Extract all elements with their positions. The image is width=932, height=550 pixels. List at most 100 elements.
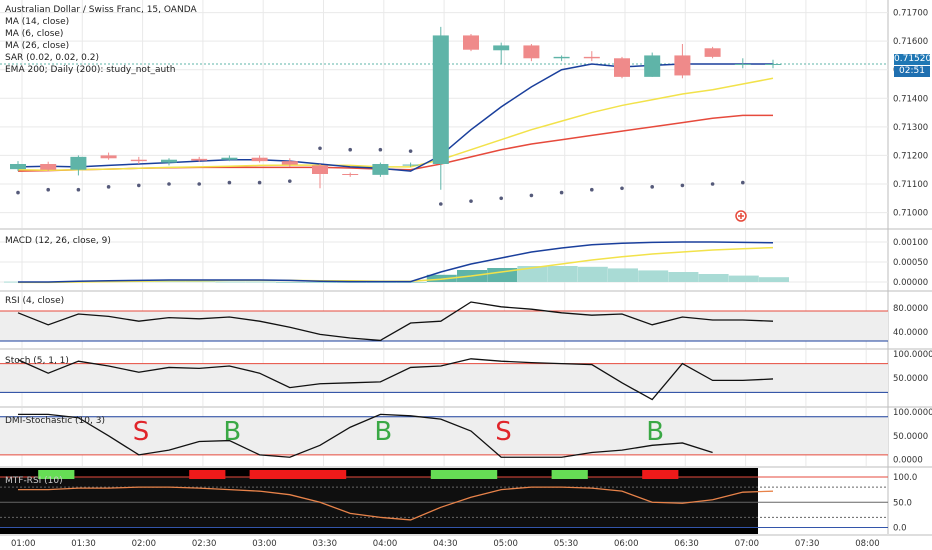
sar-dot — [197, 182, 201, 186]
sar-dot — [710, 182, 715, 186]
time-axis-label: 02:00 — [132, 539, 157, 549]
macd-histogram-bar — [185, 281, 216, 283]
time-axis-label: 03:00 — [252, 539, 277, 549]
mtf-signal-bar — [642, 470, 679, 479]
macd-histogram-bar — [155, 281, 185, 283]
mtf-signal-bar — [551, 470, 588, 479]
sar-dot — [529, 193, 534, 198]
oscillator-axis-label: 0.0000 — [893, 456, 923, 466]
oscillator-axis-label: 50.0000 — [893, 374, 928, 384]
chart-title: Australian Dollar / Swiss Franc, 15, OAN… — [5, 5, 197, 15]
sar-dot — [257, 180, 262, 185]
stoch-pane-title[interactable]: Stoch (5, 1, 1) — [5, 356, 69, 366]
candle-body — [523, 45, 540, 59]
sar-dot — [227, 180, 232, 185]
legend-sar[interactable]: SAR (0.02, 0.02, 0.2) — [5, 53, 100, 63]
oscillator-axis-label: 100.0000 — [893, 350, 932, 360]
sar-dot — [408, 149, 413, 153]
oscillator-axis-label: 80.0000 — [893, 304, 928, 314]
candle-body — [614, 58, 630, 77]
price-axis-label: 0.71400 — [893, 94, 928, 104]
dmi-signal-buy: B — [223, 417, 241, 447]
macd-histogram-bar — [638, 270, 669, 282]
sar-dot — [741, 180, 745, 185]
sar-dot — [650, 185, 654, 189]
macd-histogram-bar — [366, 282, 397, 283]
time-axis-label: 05:00 — [493, 539, 518, 549]
time-axis-label: 06:00 — [614, 539, 639, 549]
macd-axis-label: 0.00050 — [893, 258, 928, 268]
candle-body — [10, 164, 26, 170]
sar-dot — [590, 187, 594, 192]
candle-body — [674, 55, 691, 76]
candle-body — [312, 165, 328, 174]
time-axis-label: 04:00 — [373, 539, 398, 549]
oscillator-band-fill — [0, 311, 888, 341]
dmi-signal-buy: B — [646, 417, 664, 447]
mtf-signal-bar — [430, 470, 498, 479]
legend-ma-14[interactable]: MA (14, close) — [5, 17, 70, 27]
mtf-signal-bar — [189, 470, 226, 479]
legend-ma-26[interactable]: MA (26, close) — [5, 41, 70, 51]
macd-axis-label: 0.00000 — [893, 278, 928, 288]
candle-body — [40, 164, 57, 170]
candle-body — [281, 161, 298, 165]
macd-histogram-bar — [759, 277, 789, 282]
macd-histogram-bar — [336, 282, 367, 283]
candle-body — [221, 157, 238, 160]
dmi-pane-title[interactable]: DMI-Stochastic (10, 3) — [5, 416, 105, 426]
candle-body — [734, 64, 751, 65]
sar-dot — [620, 186, 624, 191]
oscillator-axis-label: 40.0000 — [893, 328, 928, 338]
macd-histogram-bar — [275, 282, 306, 283]
price-axis-label: 0.71100 — [893, 180, 928, 190]
price-axis-label: 0.71000 — [893, 209, 928, 219]
sar-dot — [288, 179, 292, 183]
macd-histogram-bar — [306, 282, 336, 283]
legend-ema-200[interactable]: EMA 200; Daily (200): study_not_auth — [5, 65, 176, 75]
price-axis-label: 0.71700 — [893, 9, 928, 19]
macd-histogram-bar — [245, 281, 276, 283]
macd-line — [18, 241, 774, 283]
sar-dot — [16, 190, 20, 195]
sar-dot — [348, 147, 353, 152]
oscillator-line — [17, 358, 774, 401]
oscillator-line — [17, 301, 774, 342]
mtf-signal-bar — [38, 470, 75, 479]
candle-body — [704, 48, 721, 57]
macd-histogram-bar — [517, 266, 548, 282]
candle-body — [191, 158, 208, 161]
rsi-pane-title[interactable]: RSI (4, close) — [5, 296, 65, 306]
macd-histogram-bar — [215, 281, 246, 283]
macd-histogram-bar — [728, 275, 759, 282]
sar-dot — [680, 183, 685, 188]
sar-dot — [76, 187, 81, 192]
candle-body — [432, 35, 449, 164]
candle-body — [583, 56, 600, 59]
sar-dot — [46, 187, 50, 192]
sar-dot — [559, 190, 564, 195]
macd-pane-title[interactable]: MACD (12, 26, close, 9) — [5, 236, 111, 246]
current-price-tag: 0.71520 — [894, 54, 932, 65]
time-axis-label: 08:00 — [855, 539, 880, 549]
mtf-signal-bar — [249, 470, 347, 479]
candle-body — [463, 35, 479, 50]
macd-histogram-bar — [698, 274, 729, 282]
macd-histogram-bar — [608, 268, 638, 282]
macd-histogram-bar — [547, 266, 578, 282]
time-axis-label: 03:30 — [313, 539, 338, 549]
candle-body — [493, 45, 510, 51]
sar-dot — [318, 146, 322, 151]
mtf-rsi-pane-title[interactable]: MTF-RSI (10) — [5, 476, 63, 486]
time-axis-label: 05:30 — [554, 539, 579, 549]
candle-body — [130, 159, 147, 162]
ma-red-line — [17, 114, 773, 172]
macd-histogram-bar — [396, 282, 427, 283]
macd-histogram-bar — [577, 266, 608, 282]
legend-ma-6[interactable]: MA (6, close) — [5, 29, 64, 39]
candle-body — [765, 64, 781, 65]
ma-yellow-line — [17, 77, 774, 172]
oscillator-band-fill — [0, 363, 888, 393]
time-axis-label: 06:30 — [674, 539, 699, 549]
